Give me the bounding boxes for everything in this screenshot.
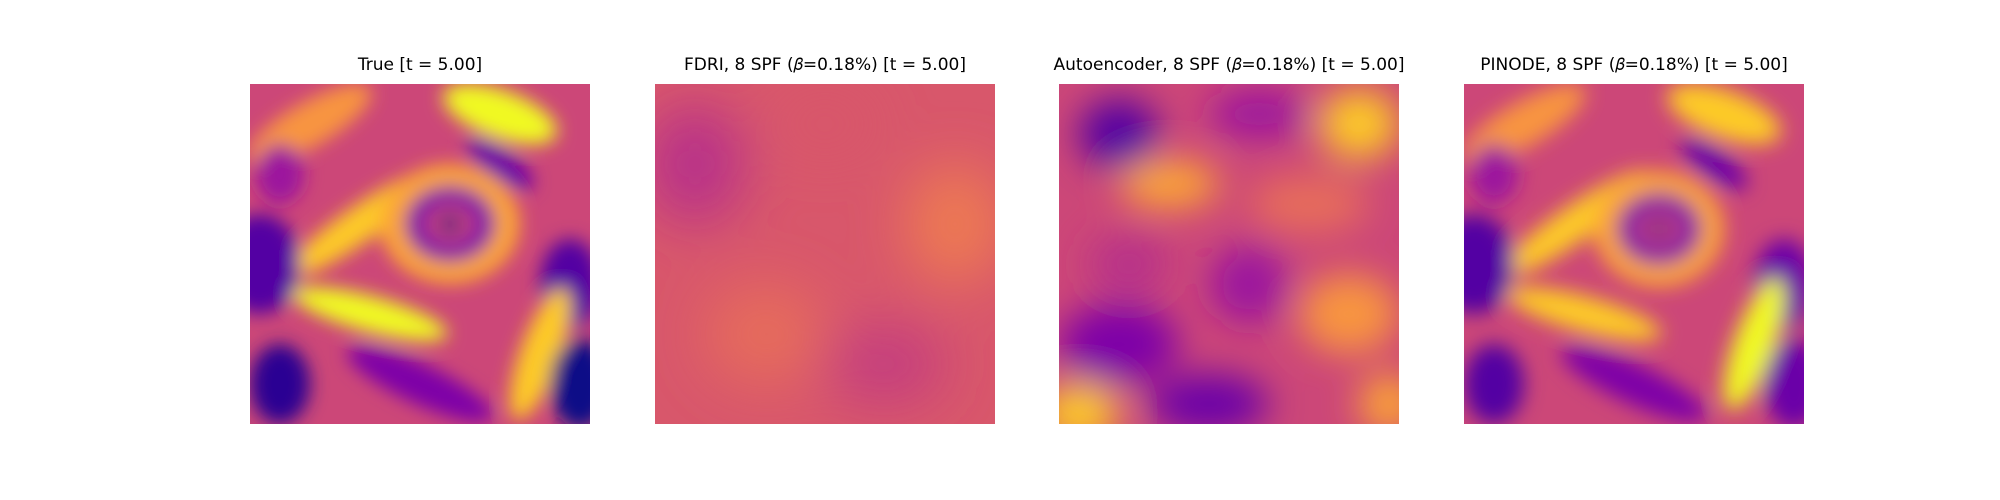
panel-title-autoencoder: Autoencoder, 8 SPF (𝛽=0.18%) [t = 5.00] [1053,55,1405,75]
panel-title-pinode: PINODE, 8 SPF (𝛽=0.18%) [t = 5.00] [1480,55,1788,75]
field-image-true [250,84,590,424]
panel-title-true: True [t = 5.00] [357,55,483,75]
field-image-pinode [1464,84,1804,424]
field-image-fdri [655,84,995,424]
panel-title-fdri: FDRI, 8 SPF (𝛽=0.18%) [t = 5.00] [684,55,966,75]
field-image-autoencoder [1059,84,1399,424]
